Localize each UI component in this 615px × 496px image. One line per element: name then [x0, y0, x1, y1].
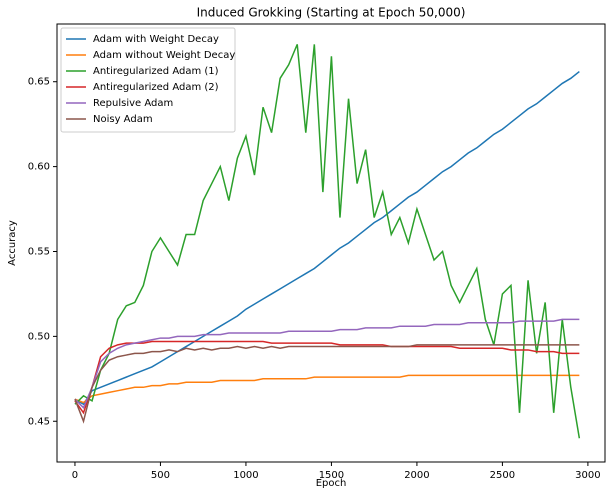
y-tick-label: 0.50 — [28, 331, 50, 342]
y-axis-label: Accuracy — [7, 220, 18, 266]
x-tick-label: 1500 — [319, 470, 344, 481]
legend-box — [60, 27, 236, 133]
legend-label: Antiregularized Adam (2) — [93, 82, 219, 93]
x-tick-label: 500 — [151, 470, 170, 481]
x-tick-label: 3000 — [575, 470, 600, 481]
legend-label: Repulsive Adam — [93, 98, 173, 109]
line-series — [74, 340, 580, 415]
x-tick-label: 2000 — [404, 470, 429, 481]
x-tick-label: 0 — [72, 470, 78, 481]
chart-title: Induced Grokking (Starting at Epoch 50,0… — [197, 6, 466, 20]
line-series — [74, 44, 581, 439]
line-series — [74, 318, 580, 409]
x-tick-label: 2500 — [490, 470, 515, 481]
legend-label: Adam with Weight Decay — [93, 34, 219, 45]
y-tick-label: 0.60 — [28, 162, 50, 173]
y-tick-label: 0.45 — [28, 416, 50, 427]
line-series — [74, 374, 580, 404]
line-series — [74, 344, 580, 424]
legend-label: Antiregularized Adam (1) — [93, 66, 219, 77]
line-series — [74, 70, 580, 406]
x-axis-label: Epoch — [316, 478, 347, 489]
legend-label: Noisy Adam — [93, 114, 153, 125]
x-tick-label: 1000 — [233, 470, 258, 481]
y-tick-label: 0.55 — [28, 246, 50, 257]
y-tick-label: 0.65 — [28, 77, 50, 88]
legend-label: Adam without Weight Decay — [93, 50, 235, 61]
plot-frame — [56, 23, 606, 463]
